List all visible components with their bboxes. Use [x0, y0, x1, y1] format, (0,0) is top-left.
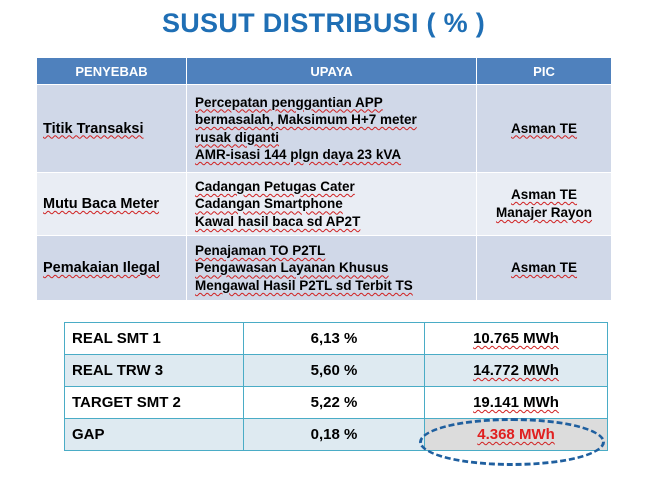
action-cell: Penajaman TO P2TL Pengawasan Layanan Khu…	[186, 235, 477, 301]
action-line: rusak diganti	[195, 129, 280, 145]
row-percent: 5,60 %	[243, 354, 425, 387]
pic-cell: Asman TE	[476, 84, 612, 173]
action-line: Mengawal Hasil P2TL sd Terbit TS	[195, 277, 413, 293]
header-penyebab: PENYEBAB	[36, 57, 187, 85]
pic-cell: Asman TE Manajer Rayon	[476, 172, 612, 236]
page-title: SUSUT DISTRIBUSI ( % )	[161, 8, 486, 38]
action-line: Cadangan Petugas Cater	[195, 178, 355, 194]
pic-line: Manajer Rayon	[495, 205, 593, 220]
action-line: Cadangan Smartphone	[195, 196, 343, 212]
row-value-text: 14.772 MWh	[473, 362, 559, 379]
gap-value-text: 4.368 MWh	[477, 426, 555, 443]
cause-cell: Pemakaian Ilegal	[36, 235, 187, 301]
row-value-text: 19.141 MWh	[473, 394, 559, 411]
row-label: GAP	[64, 418, 244, 451]
row-value: 10.765 MWh	[424, 322, 608, 355]
row-value: 14.772 MWh	[424, 354, 608, 387]
gap-value: 4.368 MWh	[424, 418, 608, 451]
row-percent: 6,13 %	[243, 322, 425, 355]
row-label: REAL TRW 3	[64, 354, 244, 387]
table-row: REAL TRW 3 5,60 % 14.772 MWh	[64, 354, 608, 387]
action-line: AMR-isasi 144 plgn daya 23 kVA	[195, 147, 402, 162]
cause-text: Mutu Baca Meter	[43, 196, 160, 212]
row-value-text: 10.765 MWh	[473, 330, 559, 347]
table-row: Mutu Baca Meter Cadangan Petugas Cater C…	[36, 172, 612, 236]
row-value: 19.141 MWh	[424, 386, 608, 419]
action-line: Percepatan penggantian APP	[195, 94, 383, 110]
table-header-row: PENYEBAB UPAYA PIC	[36, 57, 612, 85]
pic-line: Asman TE	[510, 260, 578, 275]
cause-text: Pemakaian Ilegal	[43, 260, 160, 276]
causes-table: PENYEBAB UPAYA PIC Titik Transaksi Perce…	[36, 57, 612, 301]
action-line: Penajaman TO P2TL	[195, 242, 326, 258]
action-line: Kawal hasil baca sd AP2T	[195, 213, 361, 229]
row-percent: 5,22 %	[243, 386, 425, 419]
row-percent: 0,18 %	[243, 418, 425, 451]
pic-line: Asman TE	[510, 120, 578, 136]
table-row: TARGET SMT 2 5,22 % 19.141 MWh	[64, 386, 608, 419]
action-line: bermasalah, Maksimum H+7 meter	[195, 112, 417, 127]
header-upaya: UPAYA	[186, 57, 477, 85]
pic-line: Asman TE	[510, 187, 578, 202]
table-row-gap: GAP 0,18 % 4.368 MWh	[64, 418, 608, 451]
action-line: Pengawasan Layanan Khusus	[195, 260, 389, 276]
table-row: Pemakaian Ilegal Penajaman TO P2TL Penga…	[36, 235, 612, 301]
loss-summary-table: REAL SMT 1 6,13 % 10.765 MWh REAL TRW 3 …	[64, 322, 608, 451]
row-label: REAL SMT 1	[64, 322, 244, 355]
cause-text: Titik Transaksi	[43, 120, 144, 137]
table-row: REAL SMT 1 6,13 % 10.765 MWh	[64, 322, 608, 355]
cause-cell: Titik Transaksi	[36, 84, 187, 173]
action-cell: Percepatan penggantian APP bermasalah, M…	[186, 84, 477, 173]
header-pic: PIC	[476, 57, 612, 85]
pic-cell: Asman TE	[476, 235, 612, 301]
action-cell: Cadangan Petugas Cater Cadangan Smartpho…	[186, 172, 477, 236]
cause-cell: Mutu Baca Meter	[36, 172, 187, 236]
table-row: Titik Transaksi Percepatan penggantian A…	[36, 84, 612, 173]
row-label: TARGET SMT 2	[64, 386, 244, 419]
